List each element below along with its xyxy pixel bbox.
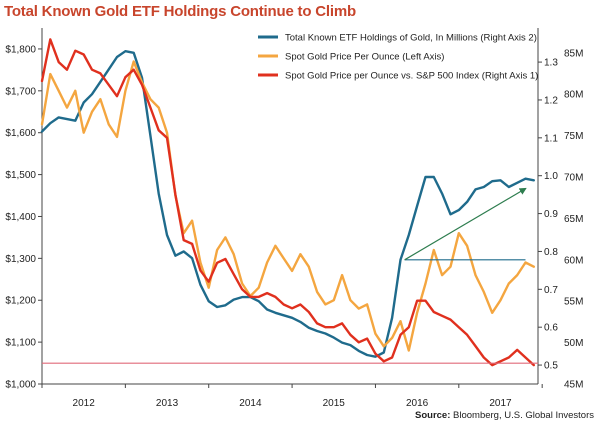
left-axis-tick-label: $1,600 [5, 128, 36, 139]
legend-label-0: Total Known ETF Holdings of Gold, In Mil… [285, 33, 537, 44]
right-axis-2-tick-label: 50M [564, 338, 583, 349]
x-axis-tick-label: 2016 [406, 398, 429, 409]
x-axis-tick-label: 2014 [239, 398, 262, 409]
right-axis-1-tick-label: 1.0 [544, 171, 558, 182]
x-axis-tick-label: 2015 [323, 398, 346, 409]
right-axis-2-tick-label: 75M [564, 131, 583, 142]
right-axis-2-tick-label: 80M [564, 90, 583, 101]
right-axis-1-tick-label: 0.9 [544, 209, 558, 220]
left-axis-tick-label: $1,500 [5, 170, 36, 181]
series-line-1 [40, 60, 535, 352]
x-axis-tick-label: 2012 [73, 398, 96, 409]
right-axis-1-tick-label: 0.5 [544, 361, 558, 372]
source-text: Bloomberg, U.S. Global Investors [453, 410, 594, 421]
chart-title: Total Known Gold ETF Holdings Continue t… [4, 3, 356, 20]
legend-label-1: Spot Gold Price Per Ounce (Left Axis) [285, 52, 444, 63]
left-axis-tick-label: $1,400 [5, 212, 36, 223]
source-note: Source: Bloomberg, U.S. Global Investors [415, 410, 594, 421]
left-axis-tick-label: $1,300 [5, 254, 36, 265]
axes-layer: $1,000 $1,100 $1,200 $1,300 $1,400 $1,500 $1,6… [5, 28, 583, 409]
right-axis-1-tick-label: 0.6 [544, 323, 558, 334]
legend: Total Known ETF Holdings of Gold, In Mil… [258, 33, 538, 82]
legend-label-2: Spot Gold Price per Ounce vs. S&P 500 In… [285, 71, 538, 82]
trend-arrow [404, 187, 527, 261]
source-label: Source: [415, 410, 451, 421]
right-axis-2-tick-label: 70M [564, 173, 583, 184]
series-line-2 [40, 38, 535, 367]
left-axis-tick-label: $1,700 [5, 86, 36, 97]
left-axis-tick-label: $1,100 [5, 338, 36, 349]
right-axis-1-tick-label: 0.7 [544, 285, 558, 296]
series-layer [40, 38, 535, 367]
series-line-0 [40, 50, 535, 358]
left-axis-tick-label: $1,800 [5, 44, 36, 55]
left-axis-tick-label: $1,200 [5, 296, 36, 307]
right-axis-2-tick-label: 45M [564, 380, 583, 391]
right-axis-1-tick-label: 1.1 [544, 133, 558, 144]
right-axis-2-tick-label: 65M [564, 214, 583, 225]
right-axis-1-tick-label: 1.2 [544, 95, 558, 106]
right-axis-1-tick-label: 0.8 [544, 247, 558, 258]
right-axis-2-tick-label: 60M [564, 255, 583, 266]
x-axis-tick-label: 2013 [156, 398, 179, 409]
right-axis-1-tick-label: 1.3 [544, 58, 558, 69]
x-axis-tick-label: 2017 [489, 398, 512, 409]
right-axis-2-tick-label: 55M [564, 297, 583, 308]
annotation-layer [42, 187, 538, 364]
left-axis-tick-label: $1,000 [5, 380, 36, 391]
right-axis-2-tick-label: 85M [564, 48, 583, 59]
